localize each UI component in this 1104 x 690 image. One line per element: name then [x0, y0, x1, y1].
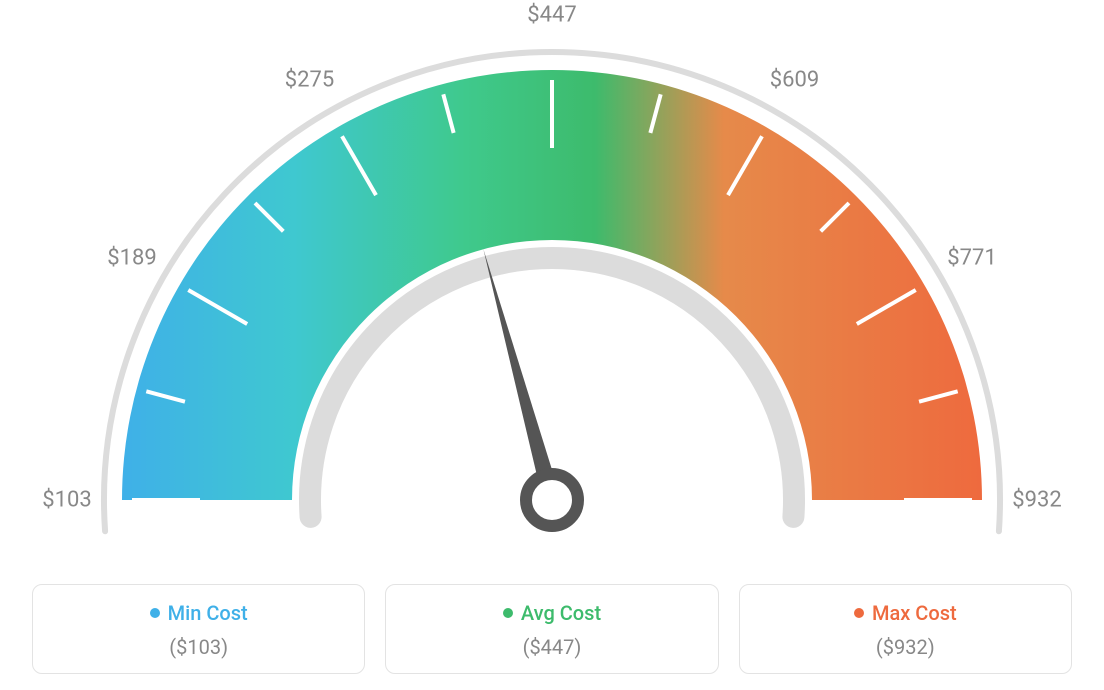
- legend-dot-min: [150, 608, 160, 618]
- gauge-scale-label: $932: [1012, 488, 1061, 513]
- legend-value-min: ($103): [33, 635, 364, 659]
- gauge-scale-label: $447: [527, 3, 576, 28]
- legend-row: Min Cost ($103) Avg Cost ($447) Max Cost…: [0, 584, 1104, 674]
- legend-card-avg: Avg Cost ($447): [385, 584, 718, 674]
- gauge-svg: [0, 0, 1104, 560]
- legend-label-avg: Avg Cost: [521, 601, 601, 625]
- legend-label-min: Min Cost: [168, 601, 248, 625]
- legend-value-avg: ($447): [386, 635, 717, 659]
- legend-title-min: Min Cost: [150, 601, 248, 625]
- gauge-scale-label: $771: [947, 245, 996, 270]
- gauge-scale-label: $189: [107, 245, 156, 270]
- gauge-scale-label: $609: [770, 67, 819, 92]
- gauge-scale-label: $275: [285, 67, 334, 92]
- legend-title-avg: Avg Cost: [503, 601, 601, 625]
- legend-dot-max: [854, 608, 864, 618]
- legend-label-max: Max Cost: [872, 601, 957, 625]
- legend-card-max: Max Cost ($932): [739, 584, 1072, 674]
- legend-value-max: ($932): [740, 635, 1071, 659]
- gauge-scale-label: $103: [42, 488, 91, 513]
- legend-title-max: Max Cost: [854, 601, 957, 625]
- gauge-chart: $103 $189 $275 $447 $609 $771 $932: [0, 0, 1104, 560]
- legend-card-min: Min Cost ($103): [32, 584, 365, 674]
- legend-dot-avg: [503, 608, 513, 618]
